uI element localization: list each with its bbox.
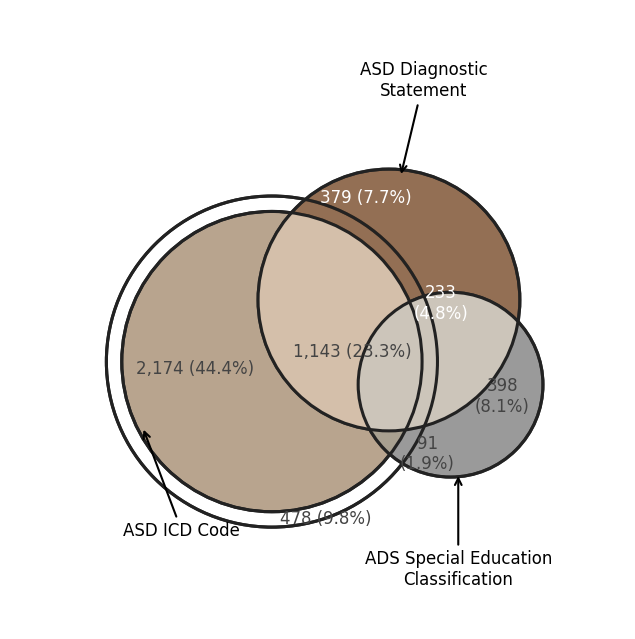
Circle shape <box>358 292 543 477</box>
Circle shape <box>258 169 520 431</box>
Circle shape <box>258 169 520 431</box>
Text: 233
(4.8%): 233 (4.8%) <box>413 284 468 323</box>
Text: ASD Diagnostic
Statement: ASD Diagnostic Statement <box>360 61 488 172</box>
Text: 91
(1.9%): 91 (1.9%) <box>400 435 455 473</box>
Text: 398
(8.1%): 398 (8.1%) <box>475 377 530 415</box>
Text: 1,143 (23.3%): 1,143 (23.3%) <box>293 343 411 361</box>
Circle shape <box>358 292 543 477</box>
Text: 478 (9.8%): 478 (9.8%) <box>280 511 371 528</box>
Text: ASD ICD Code: ASD ICD Code <box>123 432 240 540</box>
Text: 379 (7.7%): 379 (7.7%) <box>320 189 411 207</box>
Text: 2,174 (44.4%): 2,174 (44.4%) <box>136 360 254 378</box>
Circle shape <box>358 292 543 477</box>
Text: ADS Special Education
Classification: ADS Special Education Classification <box>364 479 552 589</box>
Circle shape <box>122 212 422 512</box>
